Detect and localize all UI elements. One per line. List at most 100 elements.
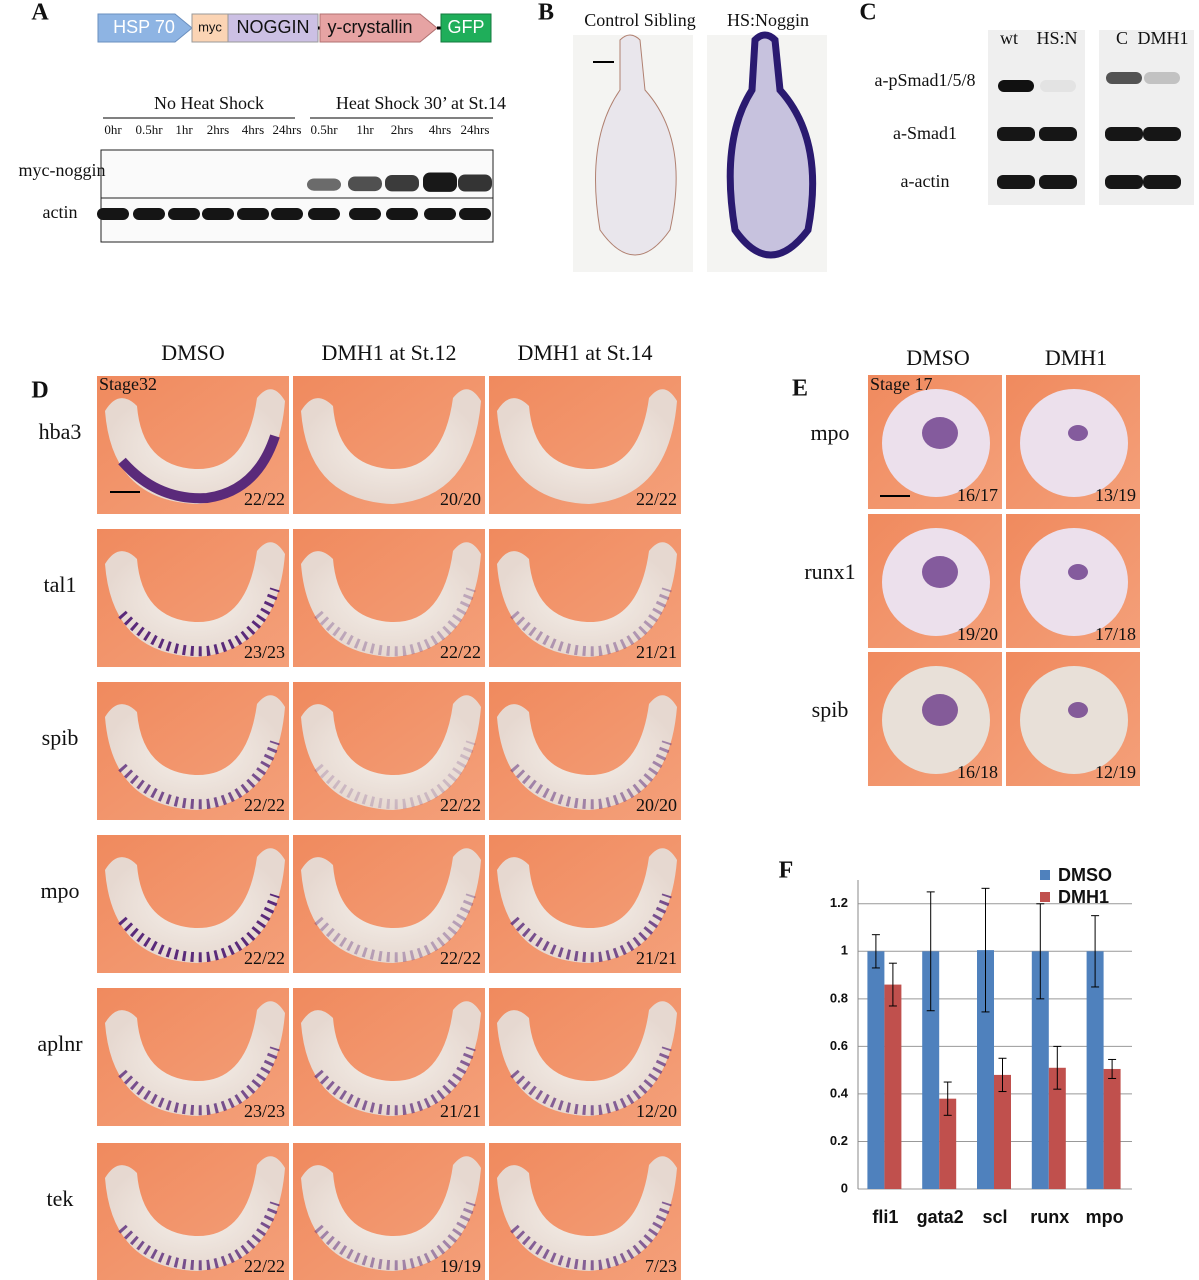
lane-label: 24hrs (461, 122, 490, 137)
y-tick-label: 0.4 (830, 1085, 849, 1100)
lane-label: 0hr (104, 122, 122, 137)
count-label: 7/23 (645, 1256, 677, 1276)
panel-label: F (779, 858, 794, 884)
embryo (497, 1001, 677, 1116)
legend-swatch (1040, 892, 1050, 902)
embryo (497, 848, 677, 963)
embryo (497, 695, 677, 810)
stage-label: Stage32 (99, 374, 157, 394)
error-bar (1108, 1058, 1117, 1079)
count-label: 12/20 (636, 1101, 677, 1121)
count-label: 22/22 (440, 948, 481, 968)
band (308, 208, 340, 220)
y-tick-label: 0 (841, 1180, 848, 1195)
count-label: 21/21 (636, 948, 677, 968)
gene-label: tal1 (44, 572, 77, 597)
lane-label: C (1116, 28, 1128, 48)
staining (314, 740, 476, 810)
error-bar (1091, 915, 1100, 988)
count-label: 20/20 (440, 489, 481, 509)
bar (922, 951, 940, 1189)
lane-label: wt (1000, 28, 1018, 48)
staining (118, 1201, 280, 1271)
staining (314, 893, 476, 963)
bar (977, 950, 994, 1189)
bar (1086, 951, 1104, 1189)
lane-label: 4hrs (242, 122, 264, 137)
error-bar (926, 891, 935, 1012)
bar (939, 1098, 957, 1189)
panel-label: A (31, 0, 49, 26)
band (1105, 175, 1143, 189)
panel-label: C (859, 0, 876, 26)
bar (884, 984, 902, 1189)
band (423, 172, 457, 192)
staining (118, 740, 280, 810)
band (271, 208, 303, 220)
lane-label: HS:N (1036, 28, 1077, 48)
band (349, 208, 381, 220)
x-tick-label: scl (982, 1207, 1007, 1227)
embryo (301, 1156, 481, 1271)
band (1143, 127, 1181, 141)
construct-label: HSP 70 (113, 17, 175, 37)
count-label: 22/22 (440, 642, 481, 662)
band (97, 208, 129, 220)
band (237, 208, 269, 220)
embryo (105, 1001, 285, 1116)
staining (314, 1046, 476, 1116)
band (459, 208, 491, 220)
embryo (301, 695, 481, 810)
error-bar (888, 962, 897, 1007)
gene-label: runx1 (804, 559, 855, 584)
group-label: No Heat Shock (154, 93, 264, 113)
lane-label: 0.5hr (310, 122, 338, 137)
band (202, 208, 234, 220)
embryo (301, 1001, 481, 1116)
error-bar (998, 1057, 1007, 1093)
embryo (105, 1156, 285, 1271)
column-header: DMSO (161, 340, 225, 365)
blot-a (100, 117, 494, 243)
staining (118, 1046, 280, 1116)
legend-label: DMH1 (1058, 887, 1109, 907)
y-tick-label: 0.2 (830, 1133, 848, 1148)
column-header: DMH1 (1045, 345, 1107, 370)
lane-label: 4hrs (429, 122, 451, 137)
count-label: 21/21 (440, 1101, 481, 1121)
construct-label: NOGGIN (236, 17, 309, 37)
lane-label: 0.5hr (135, 122, 163, 137)
band (1143, 175, 1181, 189)
staining (922, 556, 958, 588)
staining (1068, 702, 1088, 718)
embryo (497, 542, 677, 657)
embryo (1020, 389, 1128, 497)
gene-label: mpo (40, 878, 79, 903)
count-label: 22/22 (636, 489, 677, 509)
band (1144, 72, 1180, 84)
construct-label: y-crystallin (327, 17, 412, 37)
embryo (105, 542, 285, 657)
bar (867, 951, 885, 1189)
staining (510, 893, 672, 963)
construct-label: GFP (447, 17, 484, 37)
lane-label: 1hr (175, 122, 193, 137)
band (307, 178, 341, 191)
construct-diagram (97, 13, 492, 43)
x-tick-label: gata2 (917, 1207, 964, 1227)
gene-label: tek (47, 1186, 74, 1211)
lane-label: 2hrs (207, 122, 229, 137)
staining (314, 587, 476, 657)
band (1039, 127, 1077, 141)
staining (510, 587, 672, 657)
x-tick-label: mpo (1086, 1207, 1124, 1227)
count-label: 16/18 (957, 762, 998, 782)
legend-swatch (1040, 870, 1050, 880)
count-label: 19/19 (440, 1256, 481, 1276)
panel-label: B (538, 0, 554, 26)
embryo (1020, 666, 1128, 774)
embryo (1020, 528, 1128, 636)
count-label: 13/19 (1095, 485, 1136, 505)
